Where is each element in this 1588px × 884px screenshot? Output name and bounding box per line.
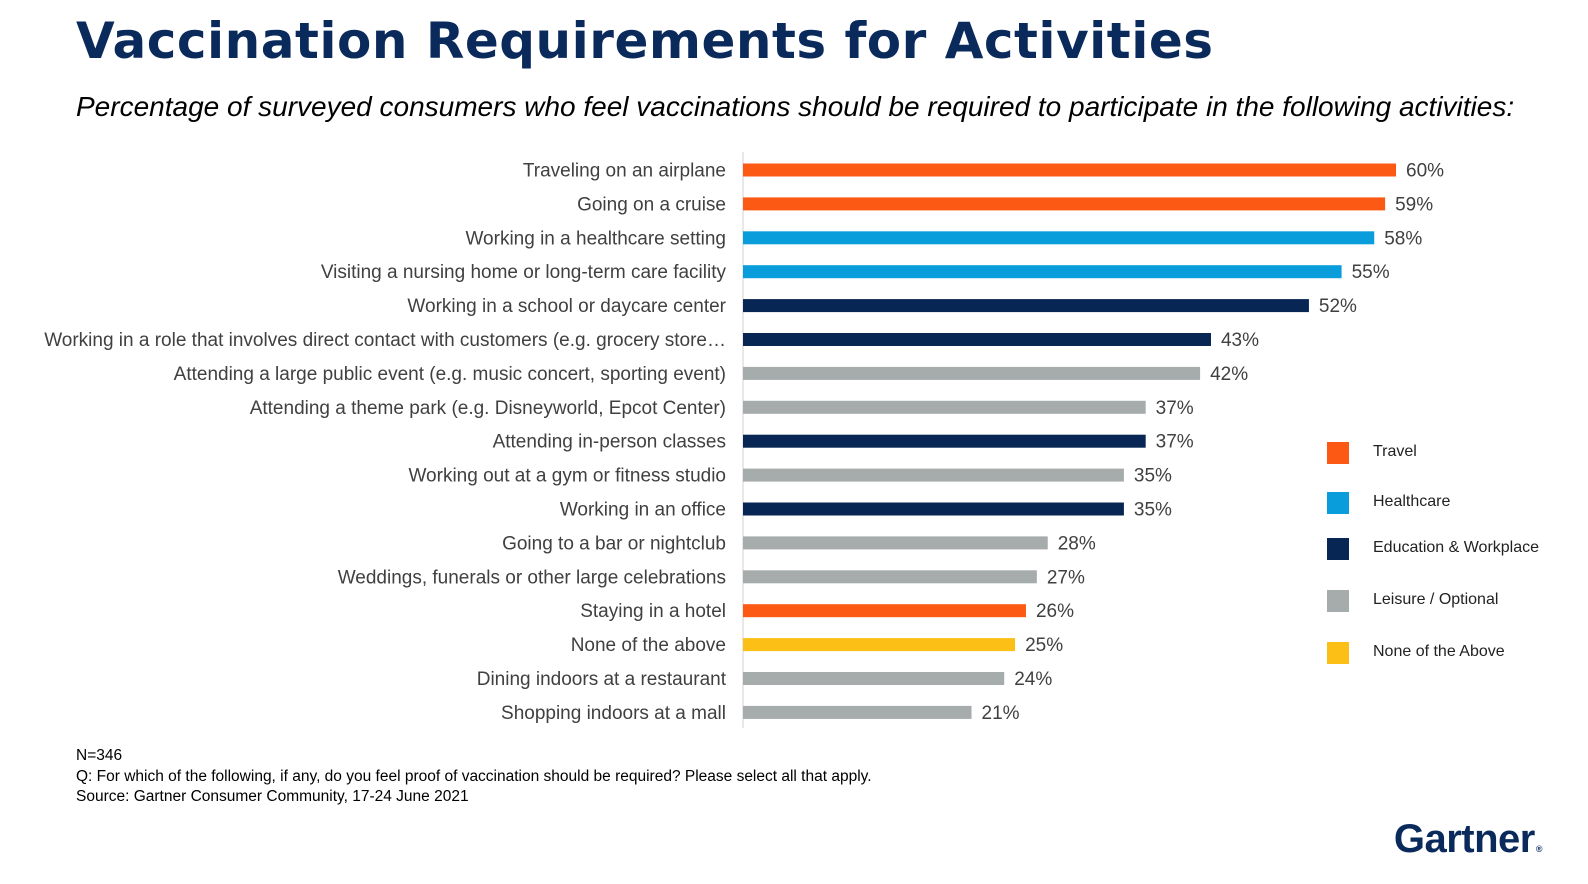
gartner-logo: Gartner® xyxy=(1393,817,1543,862)
legend-swatch-none-of-the-above xyxy=(1327,642,1349,664)
legend-item-leisure-optional: Leisure / Optional xyxy=(1327,588,1587,612)
category-label: Visiting a nursing home or long-term car… xyxy=(321,262,727,283)
legend-item-none-of-the-above: None of the Above xyxy=(1327,640,1587,664)
bar xyxy=(743,604,1026,618)
bar xyxy=(743,400,1146,414)
value-label: 43% xyxy=(1221,330,1259,351)
value-label: 42% xyxy=(1210,364,1248,385)
legend-label-healthcare: Healthcare xyxy=(1373,493,1451,510)
bar xyxy=(743,705,972,719)
category-label: Working in a healthcare setting xyxy=(465,228,726,249)
bar xyxy=(743,197,1386,211)
footnotes: N=346 Q: For which of the following, if … xyxy=(76,746,872,808)
category-label: Working in a school or daycare center xyxy=(407,296,726,317)
category-label: None of the above xyxy=(571,635,726,656)
category-label: Traveling on an airplane xyxy=(523,161,726,182)
value-label: 28% xyxy=(1058,533,1096,554)
category-label: Working in a role that involves direct c… xyxy=(44,330,726,351)
value-label: 37% xyxy=(1156,432,1194,453)
legend-swatch-leisure-optional xyxy=(1327,590,1349,612)
category-label: Attending in-person classes xyxy=(493,432,726,453)
legend-swatch-healthcare xyxy=(1327,492,1349,514)
chart-subtitle: Percentage of surveyed consumers who fee… xyxy=(76,91,1515,122)
value-label: 60% xyxy=(1406,161,1444,182)
category-label: Dining indoors at a restaurant xyxy=(477,669,727,690)
sample-size-note: N=346 xyxy=(76,747,123,764)
category-label: Attending a large public event (e.g. mus… xyxy=(174,364,726,385)
bar xyxy=(743,366,1201,380)
legend-label-travel: Travel xyxy=(1373,443,1417,460)
value-label: 26% xyxy=(1036,601,1074,622)
category-label: Staying in a hotel xyxy=(580,601,726,622)
bar xyxy=(743,434,1146,448)
value-label: 35% xyxy=(1134,466,1172,487)
legend-label-education-workplace: Education & Workplace xyxy=(1373,539,1540,556)
value-label: 24% xyxy=(1014,669,1052,690)
category-label: Working in an office xyxy=(560,500,726,521)
source-note: Source: Gartner Consumer Community, 17-2… xyxy=(76,788,469,805)
bar xyxy=(743,536,1048,550)
bar xyxy=(743,468,1124,482)
legend-item-travel: Travel xyxy=(1327,440,1587,464)
category-label: Shopping indoors at a mall xyxy=(501,703,726,724)
bar xyxy=(743,672,1005,685)
legend-swatch-travel xyxy=(1327,442,1349,464)
value-label: 55% xyxy=(1352,262,1390,283)
bar xyxy=(743,570,1037,584)
bar xyxy=(743,231,1375,245)
value-label: 35% xyxy=(1134,500,1172,521)
value-label: 37% xyxy=(1156,398,1194,419)
category-label: Working out at a gym or fitness studio xyxy=(408,466,726,487)
legend-label-leisure-optional: Leisure / Optional xyxy=(1373,591,1499,608)
value-label: 59% xyxy=(1395,194,1433,215)
page-title: Vaccination Requirements for Activities xyxy=(76,12,1214,70)
logo-text: Gartner xyxy=(1393,817,1536,861)
value-label: 52% xyxy=(1319,296,1357,317)
bar xyxy=(743,265,1342,279)
value-label: 25% xyxy=(1025,635,1063,656)
legend-swatch-education-workplace xyxy=(1327,538,1349,560)
category-label: Attending a theme park (e.g. Disneyworld… xyxy=(250,398,726,419)
legend-item-healthcare: Healthcare xyxy=(1327,490,1587,514)
bar xyxy=(743,502,1124,516)
value-label: 21% xyxy=(982,703,1020,724)
category-label: Weddings, funerals or other large celebr… xyxy=(338,567,726,588)
category-label: Going on a cruise xyxy=(577,194,726,215)
bar xyxy=(743,638,1016,652)
value-label: 58% xyxy=(1384,228,1422,249)
logo-registered-mark: ® xyxy=(1535,844,1543,854)
legend-item-education-workplace: Education & Workplace xyxy=(1327,536,1587,560)
category-label: Going to a bar or nightclub xyxy=(502,533,726,554)
bar xyxy=(743,299,1309,313)
legend-label-none-of-the-above: None of the Above xyxy=(1373,643,1505,660)
value-label: 27% xyxy=(1047,567,1085,588)
question-note: Q: For which of the following, if any, d… xyxy=(76,767,872,785)
bar xyxy=(743,163,1396,177)
bar xyxy=(743,333,1211,346)
